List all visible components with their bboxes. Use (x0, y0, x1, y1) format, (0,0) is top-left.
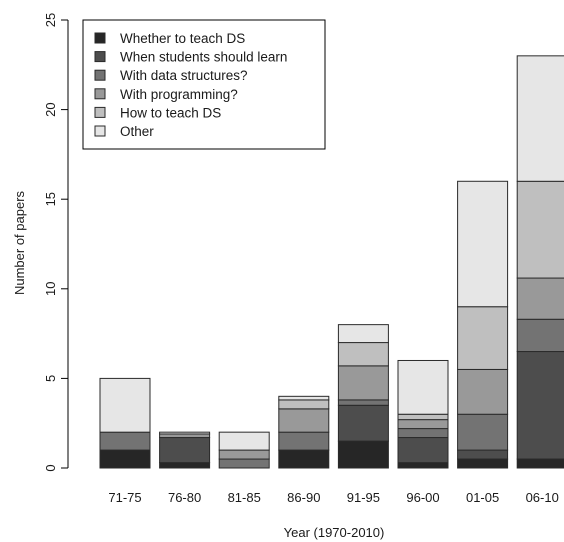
bar-segment-96-00-3 (397, 428, 449, 439)
bar-segment-96-00-5 (397, 413, 449, 421)
x-tick-label: 06-10 (526, 490, 559, 505)
bar-segment-96-00-4 (397, 419, 449, 430)
legend-label: How to teach DS (120, 105, 221, 120)
legend-label: When students should learn (120, 50, 287, 65)
x-tick-label: 86-90 (287, 490, 320, 505)
bar-segment-71-75-6 (99, 377, 151, 433)
bar-segment-06-10-3 (516, 318, 564, 353)
x-tick-label: 81-85 (228, 490, 261, 505)
bar-segment-86-90-4 (278, 408, 330, 433)
bar-segment-01-05-2 (457, 449, 509, 460)
legend-label: With programming? (120, 87, 238, 102)
x-axis: 71-75 76-80 81-85 86-90 91-95 96-00 01-05 06-10 (108, 490, 558, 505)
legend-label: Other (120, 124, 154, 139)
bar-segment-86-90-3 (278, 431, 330, 451)
bars-group (99, 55, 564, 469)
bar-segment-91-95-6 (337, 324, 389, 344)
bar-segment-81-85-4 (218, 449, 270, 460)
y-tick-label: 0 (43, 464, 58, 471)
bar-segment-91-95-4 (337, 365, 389, 401)
bar-segment-91-95-5 (337, 342, 389, 367)
bar-segment-91-95-3 (337, 399, 389, 406)
bar-segment-81-85-3 (218, 458, 270, 469)
bar-segment-76-80-2 (159, 437, 211, 464)
bar-segment-86-90-5 (278, 399, 330, 410)
legend-swatch (94, 88, 106, 100)
bar-segment-06-10-5 (516, 180, 564, 279)
y-tick-label: 5 (43, 375, 58, 382)
legend: Whether to teach DS When students should … (82, 19, 326, 150)
bar-segment-76-80-4 (159, 433, 211, 439)
bar-segment-96-00-1 (397, 462, 449, 469)
x-axis-title: Year (1970-2010) (284, 525, 385, 540)
bar-segment-01-05-6 (457, 180, 509, 308)
legend-swatch (94, 69, 106, 81)
bar-segment-01-05-3 (457, 413, 509, 451)
x-tick-label: 96-00 (406, 490, 439, 505)
bar-segment-76-80-1 (159, 462, 211, 469)
legend-label: With data structures? (120, 68, 248, 83)
y-tick-label: 10 (43, 282, 58, 296)
bar-segment-06-10-1 (516, 458, 564, 469)
legend-box (82, 19, 326, 150)
y-axis: 0 5 10 15 20 25 (43, 13, 69, 472)
legend-swatch (94, 32, 106, 44)
bar-segment-06-10-6 (516, 55, 564, 182)
y-tick-label: 25 (43, 13, 58, 27)
bar-segment-01-05-4 (457, 368, 509, 415)
bar-segment-86-90-6 (278, 395, 330, 401)
legend-swatch (94, 125, 106, 137)
bar-segment-86-90-1 (278, 449, 330, 469)
bar-segment-01-05-1 (457, 458, 509, 469)
y-axis-title: Number of papers (12, 190, 27, 295)
legend-label: Whether to teach DS (120, 31, 245, 46)
x-tick-label: 71-75 (108, 490, 141, 505)
bar-segment-91-95-2 (337, 404, 389, 442)
bar-segment-01-05-5 (457, 306, 509, 370)
legend-swatch (94, 106, 106, 118)
y-tick-label: 20 (43, 102, 58, 116)
bar-segment-96-00-6 (397, 359, 449, 415)
bar-segment-81-85-6 (218, 431, 270, 451)
bar-segment-71-75-3 (99, 431, 151, 451)
x-tick-label: 76-80 (168, 490, 201, 505)
x-tick-label: 01-05 (466, 490, 499, 505)
bar-segment-06-10-4 (516, 277, 564, 320)
y-tick-label: 15 (43, 192, 58, 206)
bar-segment-91-95-1 (337, 440, 389, 469)
x-tick-label: 91-95 (347, 490, 380, 505)
legend-swatch (94, 51, 106, 63)
bar-segment-06-10-2 (516, 351, 564, 460)
bar-segment-96-00-2 (397, 437, 449, 464)
bar-segment-76-80-6 (159, 431, 211, 435)
bar-segment-71-75-1 (99, 449, 151, 469)
